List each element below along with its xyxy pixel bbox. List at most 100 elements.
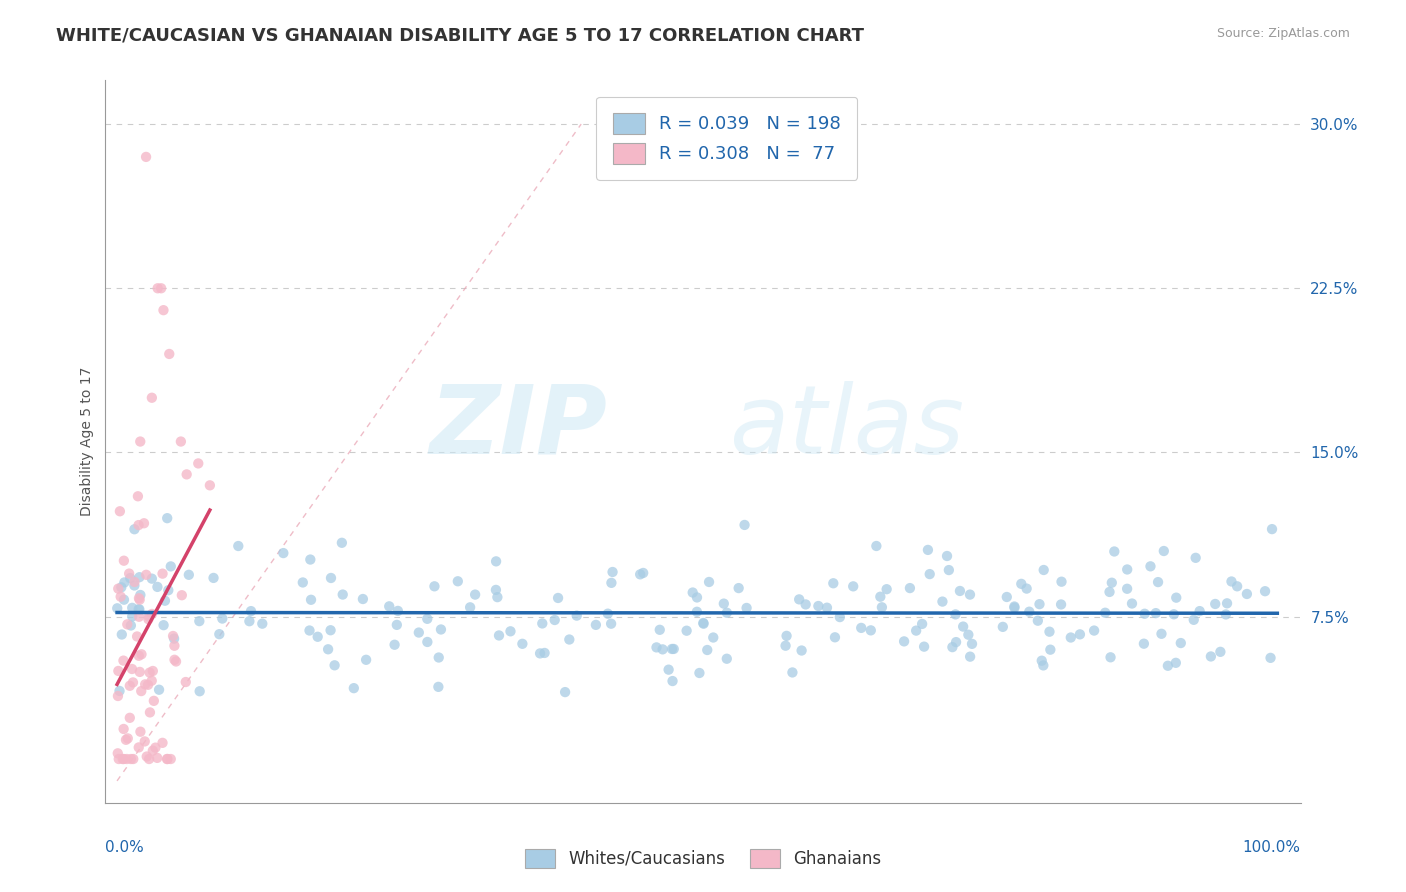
- Point: [1031, 654, 1053, 668]
- Text: WHITE/CAUCASIAN VS GHANAIAN DISABILITY AGE 5 TO 17 CORRELATION CHART: WHITE/CAUCASIAN VS GHANAIAN DISABILITY A…: [56, 27, 865, 45]
- Point: [488, 628, 510, 642]
- Point: [1133, 637, 1156, 651]
- Point: [686, 605, 709, 619]
- Point: [118, 711, 141, 725]
- Point: [1261, 522, 1284, 536]
- Point: [163, 653, 186, 667]
- Point: [1060, 631, 1083, 645]
- Point: [430, 623, 453, 637]
- Point: [323, 658, 346, 673]
- Point: [912, 640, 935, 654]
- Point: [332, 588, 354, 602]
- Point: [110, 580, 132, 594]
- Point: [1157, 658, 1180, 673]
- Point: [696, 643, 718, 657]
- Point: [111, 752, 134, 766]
- Point: [110, 590, 132, 604]
- Point: [1015, 582, 1038, 596]
- Point: [378, 599, 401, 614]
- Point: [146, 281, 169, 295]
- Point: [319, 624, 342, 638]
- Point: [602, 565, 624, 579]
- Point: [121, 662, 143, 676]
- Point: [174, 675, 197, 690]
- Point: [157, 583, 180, 598]
- Point: [651, 642, 673, 657]
- Point: [905, 624, 928, 638]
- Point: [115, 732, 138, 747]
- Point: [163, 639, 186, 653]
- Point: [991, 620, 1014, 634]
- Point: [319, 571, 342, 585]
- Point: [134, 734, 156, 748]
- Point: [1069, 627, 1091, 641]
- Point: [129, 434, 152, 449]
- Point: [142, 664, 165, 678]
- Point: [107, 689, 129, 703]
- Point: [1104, 544, 1126, 558]
- Point: [107, 664, 129, 678]
- Point: [138, 609, 160, 624]
- Point: [128, 665, 150, 679]
- Point: [156, 752, 179, 766]
- Point: [1184, 550, 1206, 565]
- Point: [1050, 574, 1073, 589]
- Point: [141, 673, 163, 688]
- Point: [658, 663, 681, 677]
- Point: [959, 649, 981, 664]
- Point: [949, 584, 972, 599]
- Point: [931, 594, 953, 608]
- Point: [152, 736, 174, 750]
- Point: [120, 752, 142, 766]
- Point: [170, 588, 193, 602]
- Point: [152, 618, 174, 632]
- Point: [118, 566, 141, 581]
- Point: [129, 724, 152, 739]
- Point: [330, 536, 353, 550]
- Point: [1150, 627, 1173, 641]
- Legend: R = 0.039   N = 198, R = 0.308   N =  77: R = 0.039 N = 198, R = 0.308 N = 77: [596, 96, 858, 180]
- Point: [112, 752, 135, 766]
- Point: [128, 609, 150, 624]
- Point: [162, 629, 184, 643]
- Point: [893, 634, 915, 648]
- Point: [128, 602, 150, 616]
- Point: [702, 631, 724, 645]
- Point: [790, 643, 813, 657]
- Point: [416, 635, 439, 649]
- Point: [105, 601, 128, 615]
- Point: [775, 639, 797, 653]
- Point: [1094, 606, 1116, 620]
- Point: [129, 588, 152, 602]
- Point: [141, 572, 163, 586]
- Point: [1139, 559, 1161, 574]
- Point: [117, 731, 139, 746]
- Point: [165, 655, 187, 669]
- Point: [898, 581, 921, 595]
- Point: [828, 610, 851, 624]
- Point: [129, 684, 152, 698]
- Point: [1098, 585, 1121, 599]
- Point: [343, 681, 366, 695]
- Point: [423, 579, 446, 593]
- Point: [1164, 656, 1187, 670]
- Point: [124, 522, 146, 536]
- Point: [188, 684, 211, 698]
- Point: [682, 585, 704, 599]
- Text: 100.0%: 100.0%: [1243, 840, 1301, 855]
- Point: [544, 613, 567, 627]
- Point: [120, 618, 142, 632]
- Point: [851, 621, 873, 635]
- Point: [252, 616, 274, 631]
- Point: [115, 752, 138, 766]
- Point: [824, 630, 846, 644]
- Point: [139, 706, 162, 720]
- Point: [152, 303, 174, 318]
- Point: [108, 684, 131, 698]
- Point: [122, 675, 145, 690]
- Point: [416, 612, 439, 626]
- Point: [273, 546, 295, 560]
- Point: [112, 722, 135, 736]
- Point: [112, 575, 135, 590]
- Point: [1188, 604, 1211, 618]
